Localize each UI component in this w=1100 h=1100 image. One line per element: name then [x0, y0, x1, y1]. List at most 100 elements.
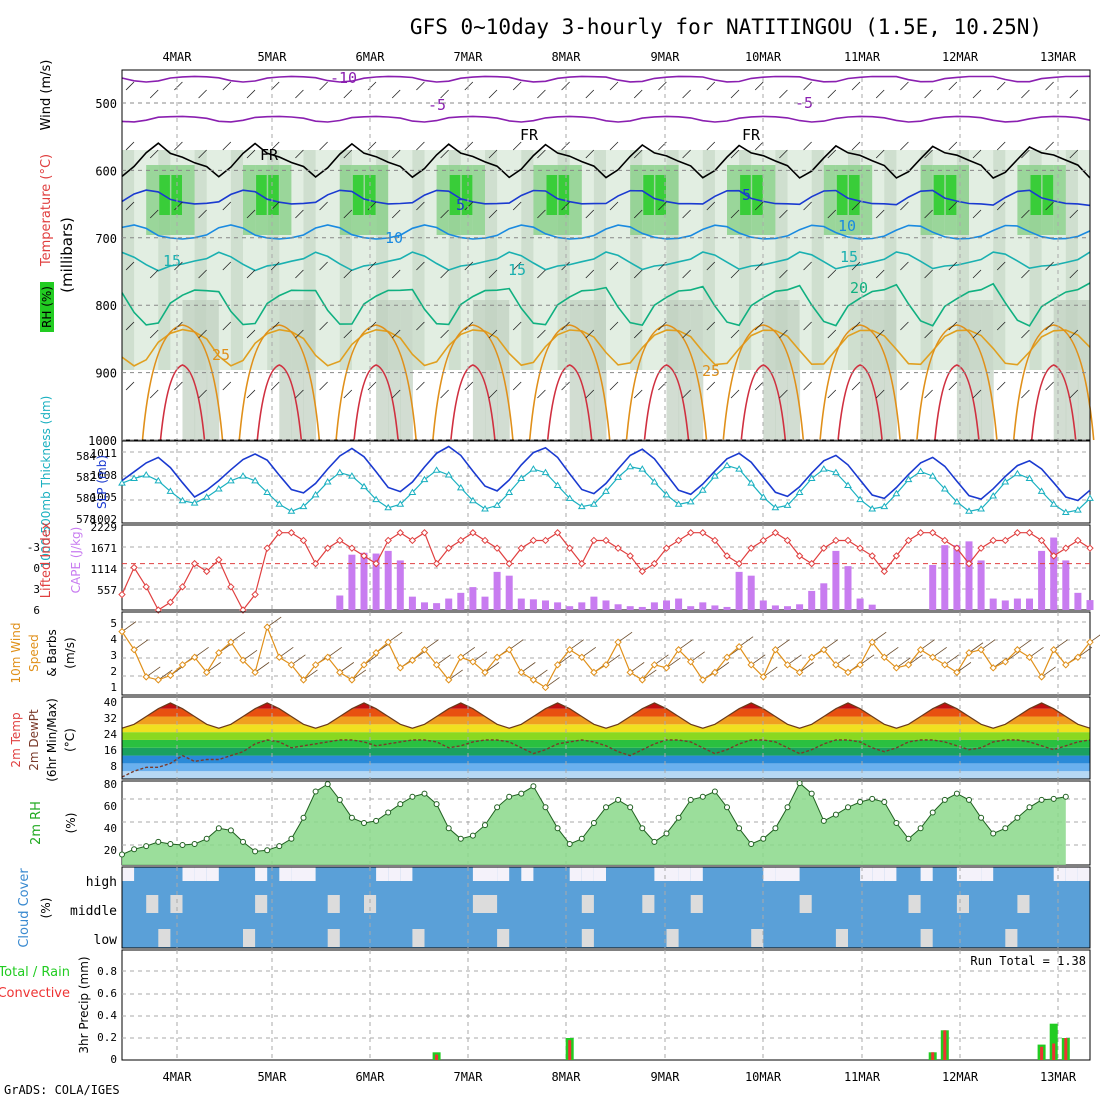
- rh-marker: [711, 788, 718, 795]
- wind-barb-10m: [642, 669, 657, 681]
- thickness-marker: [154, 476, 163, 484]
- precip-total-label: Total / Rain: [0, 965, 70, 980]
- wind-barb: [1021, 269, 1030, 279]
- wind-barb-10m: [654, 654, 669, 666]
- wind-barb: [270, 141, 280, 151]
- precip-tick-label: 0: [110, 1053, 117, 1066]
- wind-barb: [319, 201, 328, 211]
- wind-barb: [1021, 389, 1030, 399]
- contour-label: 25: [212, 346, 230, 364]
- wind-barb: [198, 389, 207, 399]
- rh-tick-label: 40: [104, 822, 117, 835]
- precip-tick-label: 0.4: [97, 1009, 117, 1022]
- wind-barb: [803, 81, 812, 91]
- temp-band: [122, 755, 1090, 764]
- wind-speed-marker: [372, 649, 380, 657]
- cloud-panel-frame: [121, 866, 1091, 949]
- wind-barb: [319, 381, 328, 391]
- thickness-marker: [529, 465, 538, 472]
- temp-band: [122, 697, 1090, 701]
- wind-barb: [633, 149, 643, 159]
- thickness-marker: [698, 486, 707, 493]
- wind-barb: [512, 201, 522, 211]
- lifted-index-marker: [178, 583, 187, 591]
- isotherm-25-lobe: [141, 324, 224, 441]
- wind-barb: [875, 209, 885, 219]
- rh-shade-moist: [920, 165, 934, 235]
- wind-barb: [754, 201, 764, 211]
- wind-barb-10m: [424, 639, 439, 651]
- wind-speed-marker: [517, 668, 526, 677]
- lifted-tick-label: 0: [33, 562, 40, 575]
- contour-label: -10: [330, 69, 357, 87]
- wind-barb: [948, 261, 958, 271]
- rh-shade-moist: [243, 165, 256, 235]
- wind-tick-label: 4: [110, 633, 117, 646]
- cape-bar: [796, 604, 804, 610]
- wind-speed-marker: [420, 646, 429, 654]
- cape-bar: [977, 560, 985, 610]
- cloud-high-gap: [860, 867, 873, 881]
- wind-speed-marker: [130, 646, 138, 654]
- wind-barb: [900, 321, 909, 331]
- wind-barb: [1021, 209, 1030, 219]
- cloud-high-gap: [666, 867, 679, 881]
- wind-speed-marker: [227, 638, 235, 646]
- cape-bar: [1050, 537, 1058, 610]
- wind-speed-marker: [178, 661, 187, 669]
- thickness-marker: [819, 465, 828, 472]
- lifted-index-marker: [590, 536, 598, 545]
- cape-bar: [759, 600, 767, 610]
- cape-bar: [517, 598, 525, 610]
- wind-barb-10m: [1077, 646, 1093, 658]
- rh-marker: [155, 838, 162, 845]
- lifted-index-marker: [432, 559, 441, 568]
- rh-marker: [457, 835, 464, 842]
- wind-speed-marker: [118, 627, 126, 636]
- wind-barb: [537, 89, 546, 99]
- rh-marker: [542, 804, 549, 811]
- rh-shade-moist: [436, 165, 450, 235]
- wind-barb: [875, 269, 885, 279]
- thickness-marker: [735, 465, 743, 472]
- date-label-top: 13MAR: [1040, 50, 1077, 64]
- date-label-top: 4MAR: [163, 50, 193, 64]
- rh-marker: [590, 820, 597, 826]
- wind-barb: [779, 269, 788, 279]
- isotherm-30-lobe: [837, 364, 883, 441]
- wind-speed-marker: [142, 673, 150, 681]
- cloud-high-gap: [981, 867, 994, 881]
- wind-barb: [512, 261, 522, 271]
- cape-bar: [723, 606, 731, 610]
- rh-marker: [1038, 796, 1045, 803]
- wind-speed-marker: [481, 668, 489, 677]
- rh-marker: [530, 783, 537, 790]
- wind-barb-10m: [121, 621, 137, 632]
- wind-barb: [1069, 389, 1079, 399]
- cape-bar: [687, 606, 695, 610]
- wind-barb: [706, 81, 716, 91]
- wind-barb: [682, 389, 691, 399]
- lifted-index-marker: [928, 529, 937, 537]
- cloud-middle-gap: [690, 895, 703, 913]
- wind-barb: [972, 329, 982, 339]
- lifted-index-marker: [565, 544, 574, 552]
- wind-barb-10m: [908, 654, 923, 666]
- rh-shade-low: [388, 300, 401, 440]
- wind-speed-marker: [1001, 658, 1010, 666]
- lifted-index-marker: [674, 536, 683, 545]
- date-label-bottom: 8MAR: [552, 1070, 582, 1084]
- rh-marker: [820, 817, 827, 824]
- wind-barb-10m: [472, 651, 488, 663]
- date-label-top: 10MAR: [745, 50, 782, 64]
- cloud-middle-gap: [364, 895, 377, 913]
- wind-barb: [319, 321, 328, 331]
- lifted-index-marker: [348, 544, 356, 552]
- rh-marker: [953, 790, 960, 797]
- cloud-high-gap: [194, 867, 207, 881]
- wind-barb-10m: [884, 646, 899, 658]
- wind-barb-10m: [508, 639, 524, 651]
- wind-speed-marker: [166, 671, 175, 680]
- rh-shade-moist: [763, 165, 776, 235]
- rh-marker: [167, 841, 174, 847]
